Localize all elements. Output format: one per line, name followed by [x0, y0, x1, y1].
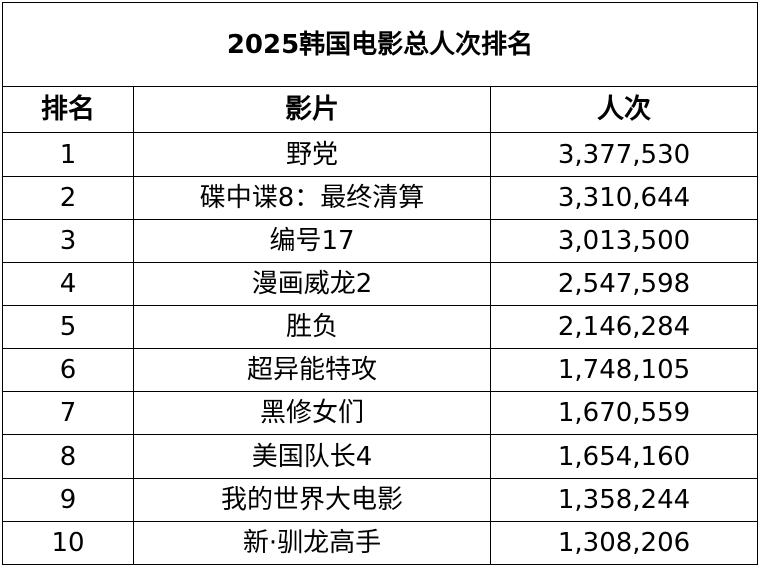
column-header-film: 影片: [133, 86, 491, 134]
table-row: 6 超异能特攻 1,748,105: [2, 348, 759, 393]
admissions-cell: 2,146,284: [489, 305, 759, 350]
admissions-cell: 3,377,530: [489, 132, 759, 177]
column-header-admissions: 人次: [489, 86, 759, 134]
film-cell: 黑修女们: [133, 391, 491, 436]
admissions-cell: 1,670,559: [489, 391, 759, 436]
film-cell: 野党: [133, 132, 491, 177]
table-row: 8 美国队长4 1,654,160: [2, 434, 759, 479]
admissions-cell: 1,748,105: [489, 348, 759, 393]
film-cell: 碟中谍8：最终清算: [133, 175, 491, 220]
admissions-cell: 1,308,206: [489, 520, 759, 566]
admissions-cell: 1,358,244: [489, 477, 759, 522]
admissions-cell: 3,310,644: [489, 175, 759, 220]
rank-cell: 9: [2, 477, 134, 522]
rank-cell: 2: [2, 175, 134, 220]
rank-cell: 10: [2, 520, 134, 566]
table-row: 1 野党 3,377,530: [2, 132, 759, 177]
table-row: 4 漫画威龙2 2,547,598: [2, 261, 759, 307]
film-cell: 漫画威龙2: [133, 261, 491, 307]
film-cell: 我的世界大电影: [133, 477, 491, 522]
film-cell: 超异能特攻: [133, 348, 491, 393]
column-header-rank: 排名: [2, 86, 134, 134]
table-title: 2025韩国电影总人次排名: [1, 1, 759, 88]
table-row: 2 碟中谍8：最终清算 3,310,644: [2, 175, 759, 220]
rank-cell: 5: [2, 305, 134, 350]
film-cell: 编号17: [133, 218, 491, 263]
rank-cell: 3: [2, 218, 134, 263]
table-row: 9 我的世界大电影 1,358,244: [2, 477, 759, 522]
rank-cell: 1: [2, 132, 134, 177]
rank-cell: 4: [2, 261, 134, 307]
header-row: 排名 影片 人次: [2, 86, 759, 134]
admissions-cell: 2,547,598: [489, 261, 759, 307]
table-row: 10 新·驯龙高手 1,308,206: [2, 520, 759, 566]
admissions-cell: 3,013,500: [489, 218, 759, 263]
film-cell: 新·驯龙高手: [133, 520, 491, 566]
table-row: 7 黑修女们 1,670,559: [2, 391, 759, 436]
film-cell: 美国队长4: [133, 434, 491, 479]
rank-cell: 7: [2, 391, 134, 436]
title-row: 2025韩国电影总人次排名: [1, 1, 759, 88]
table-row: 5 胜负 2,146,284: [2, 305, 759, 350]
admissions-cell: 1,654,160: [489, 434, 759, 479]
rank-cell: 8: [2, 434, 134, 479]
film-cell: 胜负: [133, 305, 491, 350]
table-row: 3 编号17 3,013,500: [2, 218, 759, 263]
rank-cell: 6: [2, 348, 134, 393]
